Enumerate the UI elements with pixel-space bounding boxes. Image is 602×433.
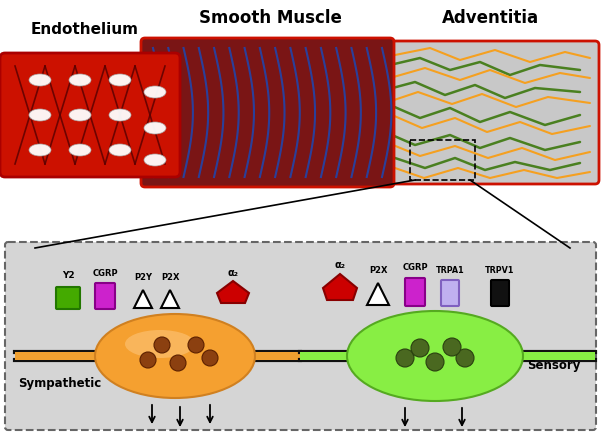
Circle shape [396, 349, 414, 367]
Circle shape [411, 339, 429, 357]
Circle shape [443, 338, 461, 356]
Circle shape [202, 350, 218, 366]
FancyBboxPatch shape [405, 278, 425, 306]
Polygon shape [134, 290, 152, 308]
Circle shape [426, 353, 444, 371]
FancyBboxPatch shape [5, 242, 596, 430]
Circle shape [154, 337, 170, 353]
Text: Adventitia: Adventitia [441, 9, 539, 27]
Text: Y2: Y2 [61, 271, 74, 280]
Text: α₂: α₂ [335, 260, 346, 270]
Bar [300, 352, 595, 360]
Text: Smooth Muscle: Smooth Muscle [199, 9, 341, 27]
FancyBboxPatch shape [0, 53, 180, 177]
FancyBboxPatch shape [56, 287, 80, 309]
FancyBboxPatch shape [351, 41, 599, 184]
Ellipse shape [144, 122, 166, 134]
Ellipse shape [29, 144, 51, 156]
FancyBboxPatch shape [95, 283, 115, 309]
Ellipse shape [29, 74, 51, 86]
Polygon shape [161, 290, 179, 308]
Text: P2Y: P2Y [134, 273, 152, 282]
Ellipse shape [109, 74, 131, 86]
Ellipse shape [95, 314, 255, 398]
Polygon shape [367, 283, 389, 305]
Ellipse shape [144, 86, 166, 98]
Ellipse shape [29, 109, 51, 121]
Text: CGRP: CGRP [92, 269, 118, 278]
Polygon shape [217, 281, 249, 303]
Text: CGRP: CGRP [402, 263, 428, 272]
Circle shape [170, 355, 186, 371]
Text: TRPA1: TRPA1 [436, 266, 464, 275]
Ellipse shape [69, 74, 91, 86]
Circle shape [188, 337, 204, 353]
Text: TRPV1: TRPV1 [485, 266, 515, 275]
FancyBboxPatch shape [491, 280, 509, 306]
Ellipse shape [109, 144, 131, 156]
Text: P2X: P2X [161, 273, 179, 282]
Text: α₂: α₂ [228, 268, 238, 278]
Text: Endothelium: Endothelium [31, 23, 139, 38]
Text: Sensory: Sensory [527, 359, 580, 372]
Ellipse shape [69, 144, 91, 156]
Bar [410, 140, 475, 180]
Ellipse shape [125, 330, 195, 358]
FancyBboxPatch shape [441, 280, 459, 306]
Text: P2X: P2X [369, 266, 387, 275]
Text: Sympathetic: Sympathetic [18, 377, 101, 390]
Ellipse shape [69, 109, 91, 121]
Ellipse shape [109, 109, 131, 121]
Polygon shape [323, 274, 357, 300]
Ellipse shape [144, 154, 166, 166]
Bar [15, 352, 300, 360]
FancyBboxPatch shape [141, 38, 394, 187]
Circle shape [140, 352, 156, 368]
Ellipse shape [347, 311, 523, 401]
Circle shape [456, 349, 474, 367]
